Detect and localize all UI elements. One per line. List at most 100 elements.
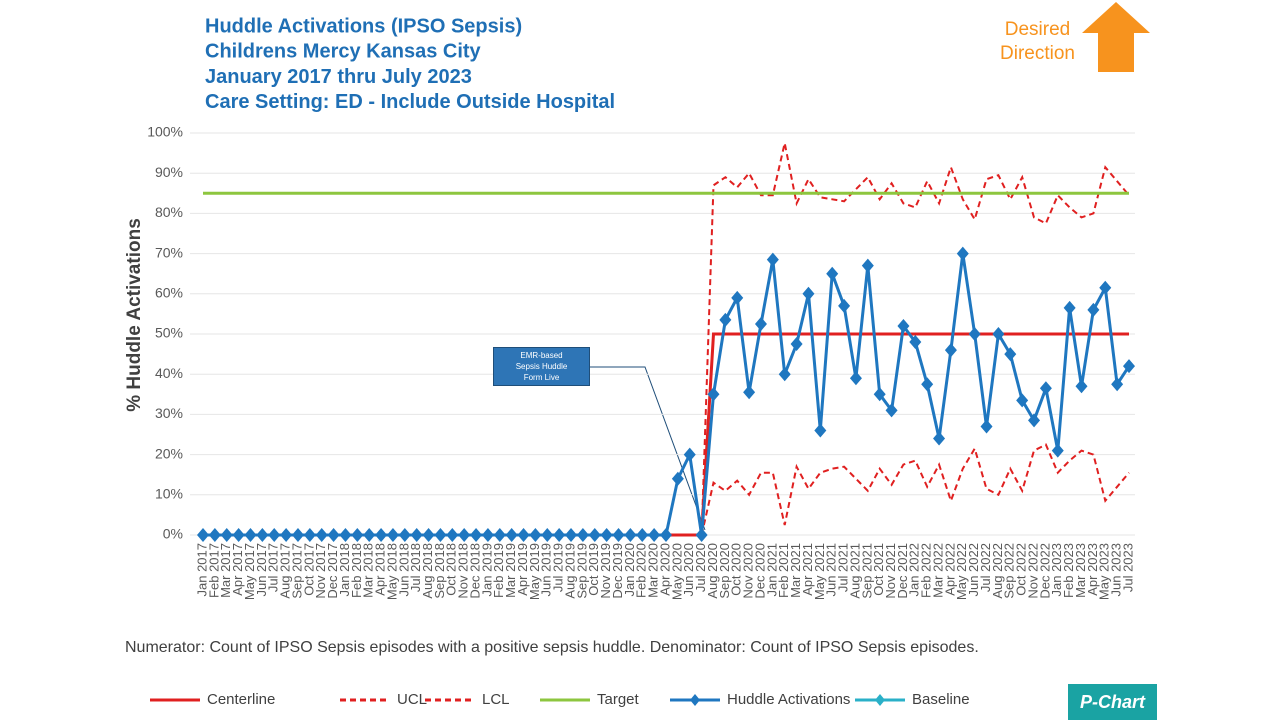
x-tick-label: Mar 2018 [361,543,376,598]
x-tick-label: Aug 2021 [847,543,862,599]
y-tick-label: 60% [155,285,183,301]
x-tick-label: Sep 2018 [432,543,447,599]
x-tick-label: Aug 2017 [278,543,293,599]
x-tick-label: May 2020 [669,543,684,600]
data-point [327,528,340,542]
data-point [1028,413,1041,428]
data-point [1111,377,1124,392]
x-tick-label: Apr 2023 [1085,543,1100,596]
data-point [588,528,601,542]
legend-label: Baseline [912,691,970,708]
x-tick-label: Sep 2019 [574,543,589,599]
data-point [197,528,209,542]
y-tick-label: 70% [155,244,183,260]
data-point [636,528,649,542]
x-tick-label: Feb 2019 [491,543,506,598]
x-tick-label: Sep 2020 [717,543,732,599]
data-point [232,528,245,542]
x-tick-label: May 2022 [954,543,969,600]
data-point [766,252,779,267]
x-tick-label: Oct 2022 [1014,543,1029,596]
data-point [849,371,862,386]
data-point [410,528,423,542]
x-tick-label: Jan 2021 [764,543,779,597]
data-point [802,286,815,301]
x-tick-label: Oct 2018 [444,543,459,596]
legend-label: Target [597,691,640,708]
data-point [612,528,625,542]
legend-label: LCL [482,691,510,708]
data-point [268,528,281,542]
data-point [754,316,767,331]
x-tick-label: May 2017 [242,543,257,600]
x-tick-label: Jan 2020 [622,543,637,597]
x-tick-label: Jul 2023 [1120,543,1135,592]
x-tick-label: Feb 2017 [206,543,221,598]
chart-title: Childrens Mercy Kansas City [205,41,482,63]
legend-label: Huddle Activations [727,691,850,708]
legend-marker [690,694,700,706]
data-point [1087,302,1100,317]
data-point [814,423,827,438]
data-point [303,528,316,542]
data-point [1063,300,1076,315]
data-point [244,528,257,542]
data-point [1004,347,1017,362]
x-tick-label: May 2019 [527,543,542,600]
x-tick-label: Jun 2018 [396,543,411,597]
x-tick-label: Sep 2021 [859,543,874,599]
x-tick-label: Jun 2019 [539,543,554,597]
x-tick-label: Dec 2022 [1037,543,1052,599]
x-tick-label: Nov 2020 [741,543,756,599]
data-point [1099,280,1112,295]
x-tick-label: Apr 2020 [657,543,672,596]
x-tick-label: Mar 2021 [788,543,803,598]
data-point [968,327,981,341]
data-point [826,266,839,281]
data-point [1016,393,1029,408]
y-tick-label: 100% [147,124,183,140]
x-tick-label: Oct 2017 [301,543,316,596]
x-tick-label: Jul 2021 [836,543,851,592]
x-tick-label: May 2018 [384,543,399,600]
data-point [208,528,221,542]
data-point [576,528,589,542]
x-tick-label: Nov 2018 [456,543,471,599]
y-tick-label: 0% [163,526,183,542]
x-tick-label: Feb 2021 [776,543,791,598]
x-tick-label: Oct 2021 [871,543,886,596]
x-tick-label: Jan 2018 [337,543,352,597]
data-point [933,431,946,446]
data-point [778,367,791,382]
data-point [897,318,910,333]
x-tick-label: Jan 2022 [907,543,922,597]
x-tick-label: Dec 2020 [752,543,767,599]
data-point [493,528,506,542]
annotation-leader [590,366,706,531]
chart-title: Huddle Activations (IPSO Sepsis) [205,15,522,37]
data-point [458,528,471,542]
data-point [707,387,720,402]
x-tick-label: Jan 2017 [194,543,209,597]
x-tick-label: Jan 2019 [479,543,494,597]
data-point [375,528,388,542]
y-tick-label: 40% [155,365,183,381]
series-line [700,142,1130,536]
y-tick-label: 80% [155,204,183,220]
desired-direction: Desired Direction [1000,19,1075,64]
x-tick-label: Jul 2019 [551,543,566,592]
x-tick-label: Apr 2017 [230,543,245,596]
data-point [660,528,672,542]
x-tick-label: Jul 2020 [693,543,708,592]
data-point [517,528,530,542]
x-tick-label: Apr 2021 [800,543,815,596]
x-tick-label: Dec 2021 [895,543,910,599]
data-point [481,528,494,542]
legend-label: UCL [397,691,427,708]
data-point [944,343,957,358]
x-tick-label: Aug 2022 [990,543,1005,599]
data-point [315,528,328,542]
data-point [434,528,447,542]
x-tick-label: Jun 2022 [966,543,981,597]
